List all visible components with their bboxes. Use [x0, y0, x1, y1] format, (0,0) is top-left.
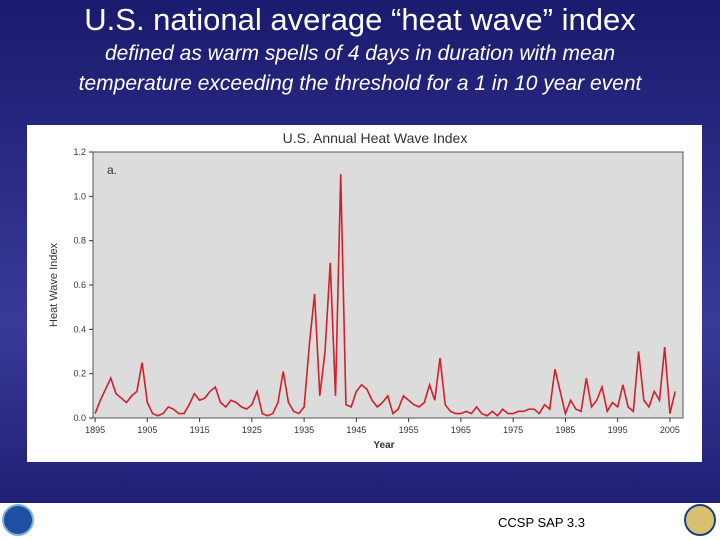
- x-tick-label: 1985: [555, 425, 575, 435]
- x-tick-label: 1905: [137, 425, 157, 435]
- panel-label: a.: [107, 163, 117, 177]
- subtitle-line: temperature exceeding the threshold for …: [78, 72, 642, 95]
- x-tick-label: 1995: [608, 425, 628, 435]
- footer-text: CCSP SAP 3.3: [498, 515, 585, 530]
- doc-logo: [684, 504, 716, 536]
- y-axis-label: Heat Wave Index: [48, 243, 60, 327]
- footer-bar: [0, 503, 720, 540]
- x-tick-label: 1915: [190, 425, 210, 435]
- y-tick-label: 0.6: [73, 280, 86, 290]
- plot-area: [92, 151, 684, 419]
- y-tick-label: 0.2: [73, 369, 86, 379]
- x-tick-label: 1945: [346, 425, 366, 435]
- x-tick-label: 1965: [451, 425, 471, 435]
- noaa-logo: [2, 504, 34, 536]
- y-tick-label: 0.0: [73, 413, 86, 423]
- y-tick-label: 1.0: [73, 191, 86, 201]
- y-tick-label: 0.8: [73, 236, 86, 246]
- data-line: [94, 174, 676, 417]
- y-tick-label: 0.4: [73, 324, 86, 334]
- x-tick-label: 1925: [242, 425, 262, 435]
- x-axis-label: Year: [373, 440, 394, 451]
- y-tick-label: 1.2: [73, 147, 86, 157]
- x-tick-label: 2005: [660, 425, 680, 435]
- x-tick-label: 1895: [85, 425, 105, 435]
- x-tick-label: 1955: [399, 425, 419, 435]
- slide-title: U.S. national average “heat wave” index: [84, 2, 636, 37]
- subtitle-line: defined as warm spells of 4 days in dura…: [104, 42, 616, 65]
- x-tick-label: 1935: [294, 425, 314, 435]
- x-tick-label: 1975: [503, 425, 523, 435]
- chart-title: U.S. Annual Heat Wave Index: [283, 130, 468, 146]
